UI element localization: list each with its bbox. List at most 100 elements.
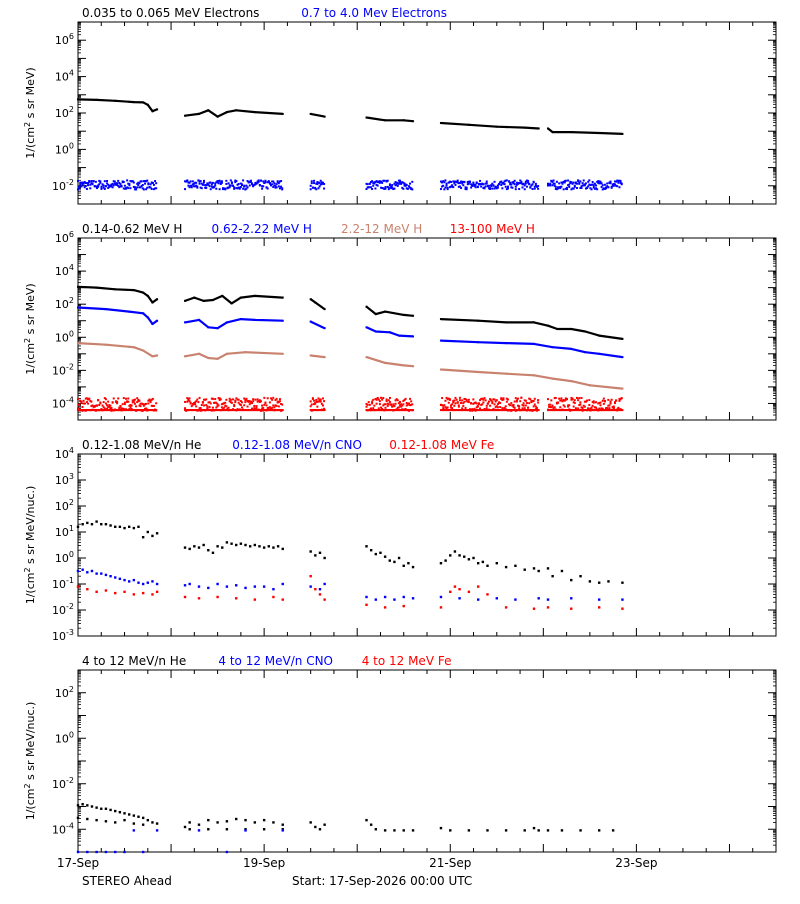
data-point xyxy=(323,308,326,311)
data-point xyxy=(213,401,216,404)
data-point xyxy=(384,403,387,406)
data-point xyxy=(473,184,476,187)
data-point xyxy=(501,407,504,410)
data-point xyxy=(246,180,249,183)
data-point xyxy=(85,397,88,400)
data-point xyxy=(89,399,92,402)
data-point xyxy=(402,595,405,599)
data-point xyxy=(97,184,100,187)
data-point xyxy=(587,407,590,410)
data-point xyxy=(197,597,201,600)
data-point xyxy=(235,187,238,190)
data-point xyxy=(323,400,326,403)
data-point xyxy=(501,182,504,185)
data-point xyxy=(85,182,88,185)
data-point xyxy=(109,184,112,187)
data-point xyxy=(393,829,396,832)
data-point xyxy=(581,182,584,185)
data-point xyxy=(108,405,111,408)
data-point xyxy=(187,184,190,187)
data-point xyxy=(505,397,508,400)
data-point xyxy=(602,397,605,400)
data-point xyxy=(202,299,205,302)
data-point xyxy=(366,186,369,189)
data-point xyxy=(83,186,86,189)
data-point xyxy=(583,405,586,408)
data-point xyxy=(569,180,572,183)
data-point xyxy=(383,606,387,609)
data-point xyxy=(597,598,601,601)
data-point xyxy=(396,406,399,409)
data-point xyxy=(462,402,465,405)
data-point xyxy=(127,400,130,403)
data-point xyxy=(253,585,257,588)
data-point xyxy=(570,181,573,184)
data-point xyxy=(443,181,446,184)
data-point xyxy=(533,397,536,400)
data-point xyxy=(551,131,554,134)
data-point xyxy=(122,187,125,190)
data-point xyxy=(612,184,615,187)
data-point xyxy=(247,399,250,402)
data-point xyxy=(564,179,567,182)
data-point xyxy=(439,404,442,407)
data-point xyxy=(569,181,572,184)
data-point xyxy=(573,402,576,405)
data-point xyxy=(534,405,537,408)
data-point xyxy=(493,187,496,190)
data-point xyxy=(129,187,132,190)
data-point xyxy=(88,180,91,183)
data-point xyxy=(188,397,191,400)
data-point xyxy=(242,179,245,182)
data-point xyxy=(235,397,238,400)
data-point xyxy=(384,186,387,189)
data-point xyxy=(118,525,122,528)
y-tick-label: 100 xyxy=(55,141,74,156)
data-point xyxy=(378,180,381,183)
data-point xyxy=(208,401,211,404)
data-point xyxy=(151,301,154,304)
data-point xyxy=(588,403,591,406)
data-point xyxy=(453,399,456,402)
data-point xyxy=(443,188,446,191)
data-point xyxy=(97,185,100,188)
data-point xyxy=(498,401,501,404)
data-point xyxy=(198,180,201,183)
data-point xyxy=(197,318,200,321)
data-point xyxy=(221,402,224,405)
data-point xyxy=(221,294,224,297)
data-point xyxy=(570,188,573,191)
data-point xyxy=(197,546,201,549)
data-point xyxy=(584,351,587,354)
data-point xyxy=(321,404,324,407)
data-point xyxy=(123,187,126,190)
data-point xyxy=(441,404,444,407)
data-point xyxy=(196,185,199,188)
data-point xyxy=(492,398,495,401)
data-point xyxy=(376,180,379,183)
data-point xyxy=(80,181,83,184)
data-point xyxy=(99,181,102,184)
data-point xyxy=(220,406,223,409)
data-point xyxy=(532,826,536,830)
data-point xyxy=(590,183,593,186)
data-point xyxy=(104,850,108,854)
data-point xyxy=(271,398,274,401)
data-point xyxy=(619,181,622,184)
data-point xyxy=(479,179,482,182)
data-point xyxy=(399,400,402,403)
data-point xyxy=(382,187,385,190)
data-point xyxy=(77,98,79,101)
data-point xyxy=(196,398,199,401)
y-tick-label: 10-2 xyxy=(52,776,74,791)
data-point xyxy=(223,402,226,405)
data-point xyxy=(479,183,482,186)
y-tick-label: 10-4 xyxy=(52,821,74,836)
data-point xyxy=(365,595,368,599)
data-point xyxy=(595,401,598,404)
data-point xyxy=(114,99,117,102)
data-point xyxy=(381,181,384,184)
data-point xyxy=(578,397,581,400)
data-point xyxy=(235,543,238,547)
data-point xyxy=(390,187,393,190)
